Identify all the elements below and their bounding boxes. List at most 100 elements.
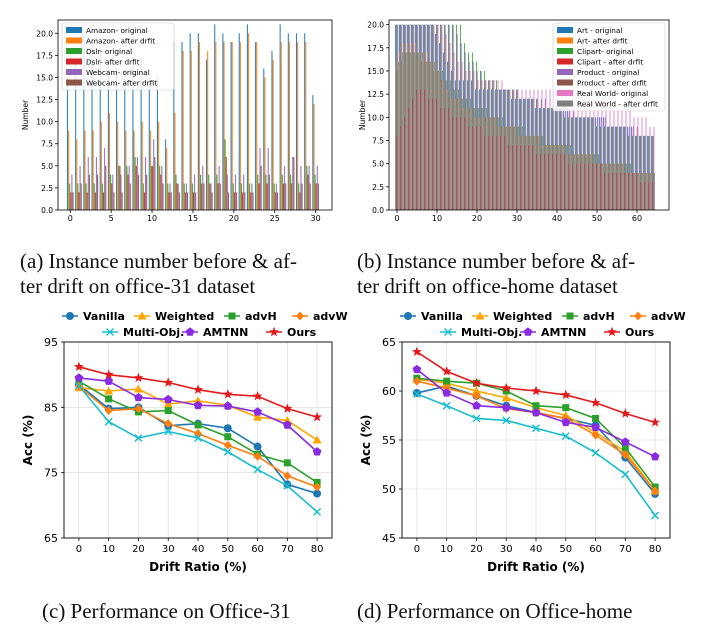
bar xyxy=(315,183,317,210)
bar xyxy=(601,163,603,210)
legend-box xyxy=(61,22,175,91)
bar xyxy=(469,98,471,210)
y-tick-label: 12.5 xyxy=(367,90,384,99)
bar xyxy=(573,154,575,210)
data-point xyxy=(312,411,323,422)
bar xyxy=(79,165,81,210)
bar xyxy=(481,108,483,210)
legend-marker xyxy=(106,328,114,336)
bar xyxy=(615,126,617,210)
bar xyxy=(68,130,70,210)
bar xyxy=(215,42,217,211)
bar xyxy=(287,33,289,210)
bar xyxy=(94,192,96,210)
bar xyxy=(69,183,71,210)
data-point xyxy=(253,451,262,461)
bar xyxy=(309,183,311,210)
x-tick-label: 80 xyxy=(311,544,324,555)
bar xyxy=(156,77,158,210)
bar xyxy=(230,42,232,211)
bar xyxy=(234,174,237,210)
data-point xyxy=(591,422,600,431)
bar xyxy=(505,126,507,210)
bar xyxy=(148,77,150,210)
bar xyxy=(168,192,170,210)
bar xyxy=(549,145,551,210)
data-point xyxy=(193,396,203,405)
bar xyxy=(72,192,74,210)
bar xyxy=(101,183,103,210)
bar xyxy=(455,24,457,210)
bar xyxy=(71,174,73,210)
legend-swatch xyxy=(66,27,82,33)
bar xyxy=(107,59,109,210)
caption-b-line1: (b) Instance number before & af- xyxy=(357,249,636,273)
bar xyxy=(187,192,189,210)
y-tick-label: 0.0 xyxy=(372,206,384,215)
bar xyxy=(126,165,128,210)
x-tick-label: 20 xyxy=(132,544,145,555)
x-tick-label: 15 xyxy=(188,214,198,222)
legend-label: Product - original xyxy=(577,68,639,77)
bar xyxy=(529,135,531,210)
bar xyxy=(264,77,266,210)
x-tick-label: 10 xyxy=(432,214,442,222)
bar xyxy=(153,139,155,210)
bar xyxy=(99,50,101,211)
x-tick-label: 0 xyxy=(414,544,420,555)
y-tick-label: 65 xyxy=(382,336,396,349)
data-point xyxy=(591,448,600,457)
data-point xyxy=(223,440,232,450)
x-tick-label: 30 xyxy=(512,214,522,222)
line-series xyxy=(412,389,660,520)
x-tick-label: 20 xyxy=(229,214,239,222)
legend-label: advW xyxy=(313,310,348,323)
y-tick-label: 65 xyxy=(44,532,58,545)
bar xyxy=(110,174,112,210)
data-point xyxy=(253,442,262,451)
legend-swatch xyxy=(557,100,573,107)
bar xyxy=(282,183,285,210)
legend-label: Clipart- original xyxy=(577,47,633,56)
bar xyxy=(637,172,639,210)
bar xyxy=(165,139,167,210)
chart-c: 0 10 20 30 40 50 60 70 80 65 75 85 95 Acc (%) Drift Ra… xyxy=(21,310,348,574)
caption-c: (c) Performance on Office-31 xyxy=(42,599,291,623)
bar xyxy=(617,108,619,210)
bar xyxy=(643,135,645,210)
bar xyxy=(192,192,195,210)
legend-swatch xyxy=(66,79,82,86)
data-point xyxy=(164,407,172,415)
legend-marker xyxy=(566,312,574,320)
data-point xyxy=(531,407,541,417)
bar xyxy=(395,24,397,210)
x-tick-label: 40 xyxy=(192,544,205,555)
data-point xyxy=(562,404,570,412)
bar xyxy=(285,183,287,210)
bar xyxy=(637,117,639,210)
bar xyxy=(66,77,69,210)
bar xyxy=(403,24,405,210)
bar xyxy=(244,192,246,210)
legend-label: Vanilla xyxy=(421,310,463,323)
data-point xyxy=(501,393,511,402)
bar xyxy=(653,126,655,210)
bar xyxy=(154,156,156,210)
data-point xyxy=(590,397,601,407)
bar xyxy=(641,117,643,210)
bar xyxy=(593,154,595,210)
bar xyxy=(103,192,105,210)
bar xyxy=(252,192,254,210)
bar xyxy=(497,117,499,210)
bar xyxy=(176,183,178,210)
bar xyxy=(182,50,184,211)
data-point xyxy=(163,377,174,387)
data-point xyxy=(163,394,173,404)
bar xyxy=(159,165,161,210)
bar xyxy=(83,33,85,210)
bar xyxy=(613,163,615,210)
data-point xyxy=(282,403,293,413)
caption-b-line2: ter drift on office-home dataset xyxy=(357,274,618,298)
bar xyxy=(178,192,180,210)
